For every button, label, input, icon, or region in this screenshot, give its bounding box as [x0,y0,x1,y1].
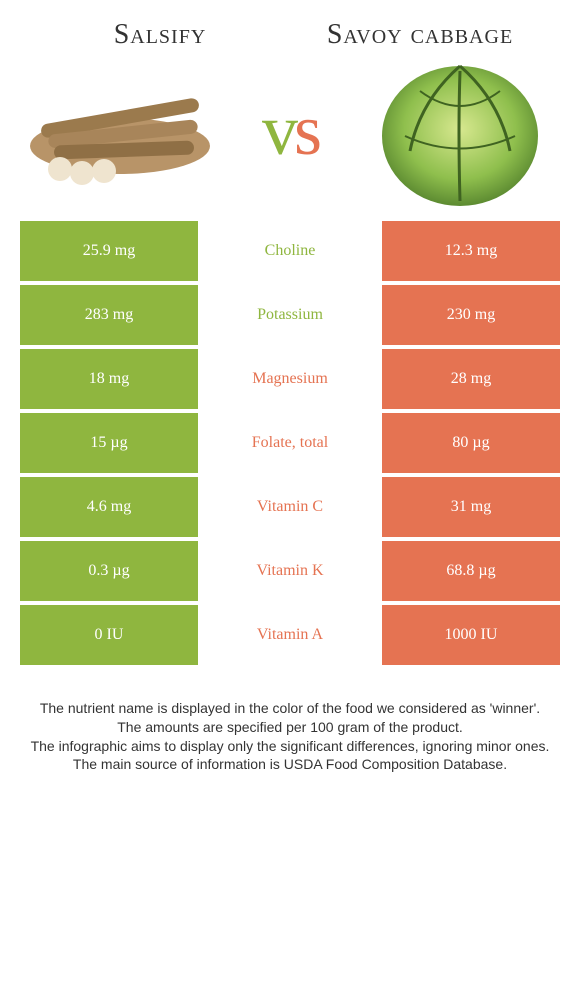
right-value: 12.3 mg [382,221,560,281]
right-value: 31 mg [382,477,560,537]
nutrient-name: Choline [198,221,382,281]
right-value: 1000 IU [382,605,560,665]
footer-line-1: The nutrient name is displayed in the co… [20,699,560,718]
comparison-table: 25.9 mgCholine12.3 mg283 mgPotassium230 … [0,221,580,665]
left-value: 283 mg [20,285,198,345]
right-value: 230 mg [382,285,560,345]
nutrient-name: Potassium [198,285,382,345]
left-value: 18 mg [20,349,198,409]
nutrient-name: Vitamin A [198,605,382,665]
footer-line-4: The main source of information is USDA F… [20,755,560,774]
nutrient-name: Magnesium [198,349,382,409]
left-food-title: Salsify [30,20,290,51]
table-row: 25.9 mgCholine12.3 mg [20,221,560,281]
left-value: 25.9 mg [20,221,198,281]
nutrient-name: Vitamin K [198,541,382,601]
savoy-cabbage-image [360,61,560,201]
nutrient-name: Folate, total [198,413,382,473]
table-row: 4.6 mgVitamin C31 mg [20,477,560,537]
images-row: vs [0,61,580,221]
right-food-title: Savoy cabbage [290,20,550,51]
left-value: 0.3 µg [20,541,198,601]
table-row: 0 IUVitamin A1000 IU [20,605,560,665]
vs-v: v [262,90,294,170]
right-title-col: Savoy cabbage [290,20,550,51]
vs-s: s [294,90,318,170]
left-value: 0 IU [20,605,198,665]
footer-line-3: The infographic aims to display only the… [20,737,560,756]
table-row: 0.3 µgVitamin K68.8 µg [20,541,560,601]
nutrient-name: Vitamin C [198,477,382,537]
table-row: 15 µgFolate, total80 µg [20,413,560,473]
left-value: 4.6 mg [20,477,198,537]
left-title-col: Salsify [30,20,290,51]
right-value: 68.8 µg [382,541,560,601]
vs-label: vs [262,89,318,172]
right-value: 28 mg [382,349,560,409]
table-row: 18 mgMagnesium28 mg [20,349,560,409]
table-row: 283 mgPotassium230 mg [20,285,560,345]
footer-line-2: The amounts are specified per 100 gram o… [20,718,560,737]
right-value: 80 µg [382,413,560,473]
footer-notes: The nutrient name is displayed in the co… [0,669,580,775]
salsify-image [20,61,220,201]
left-value: 15 µg [20,413,198,473]
